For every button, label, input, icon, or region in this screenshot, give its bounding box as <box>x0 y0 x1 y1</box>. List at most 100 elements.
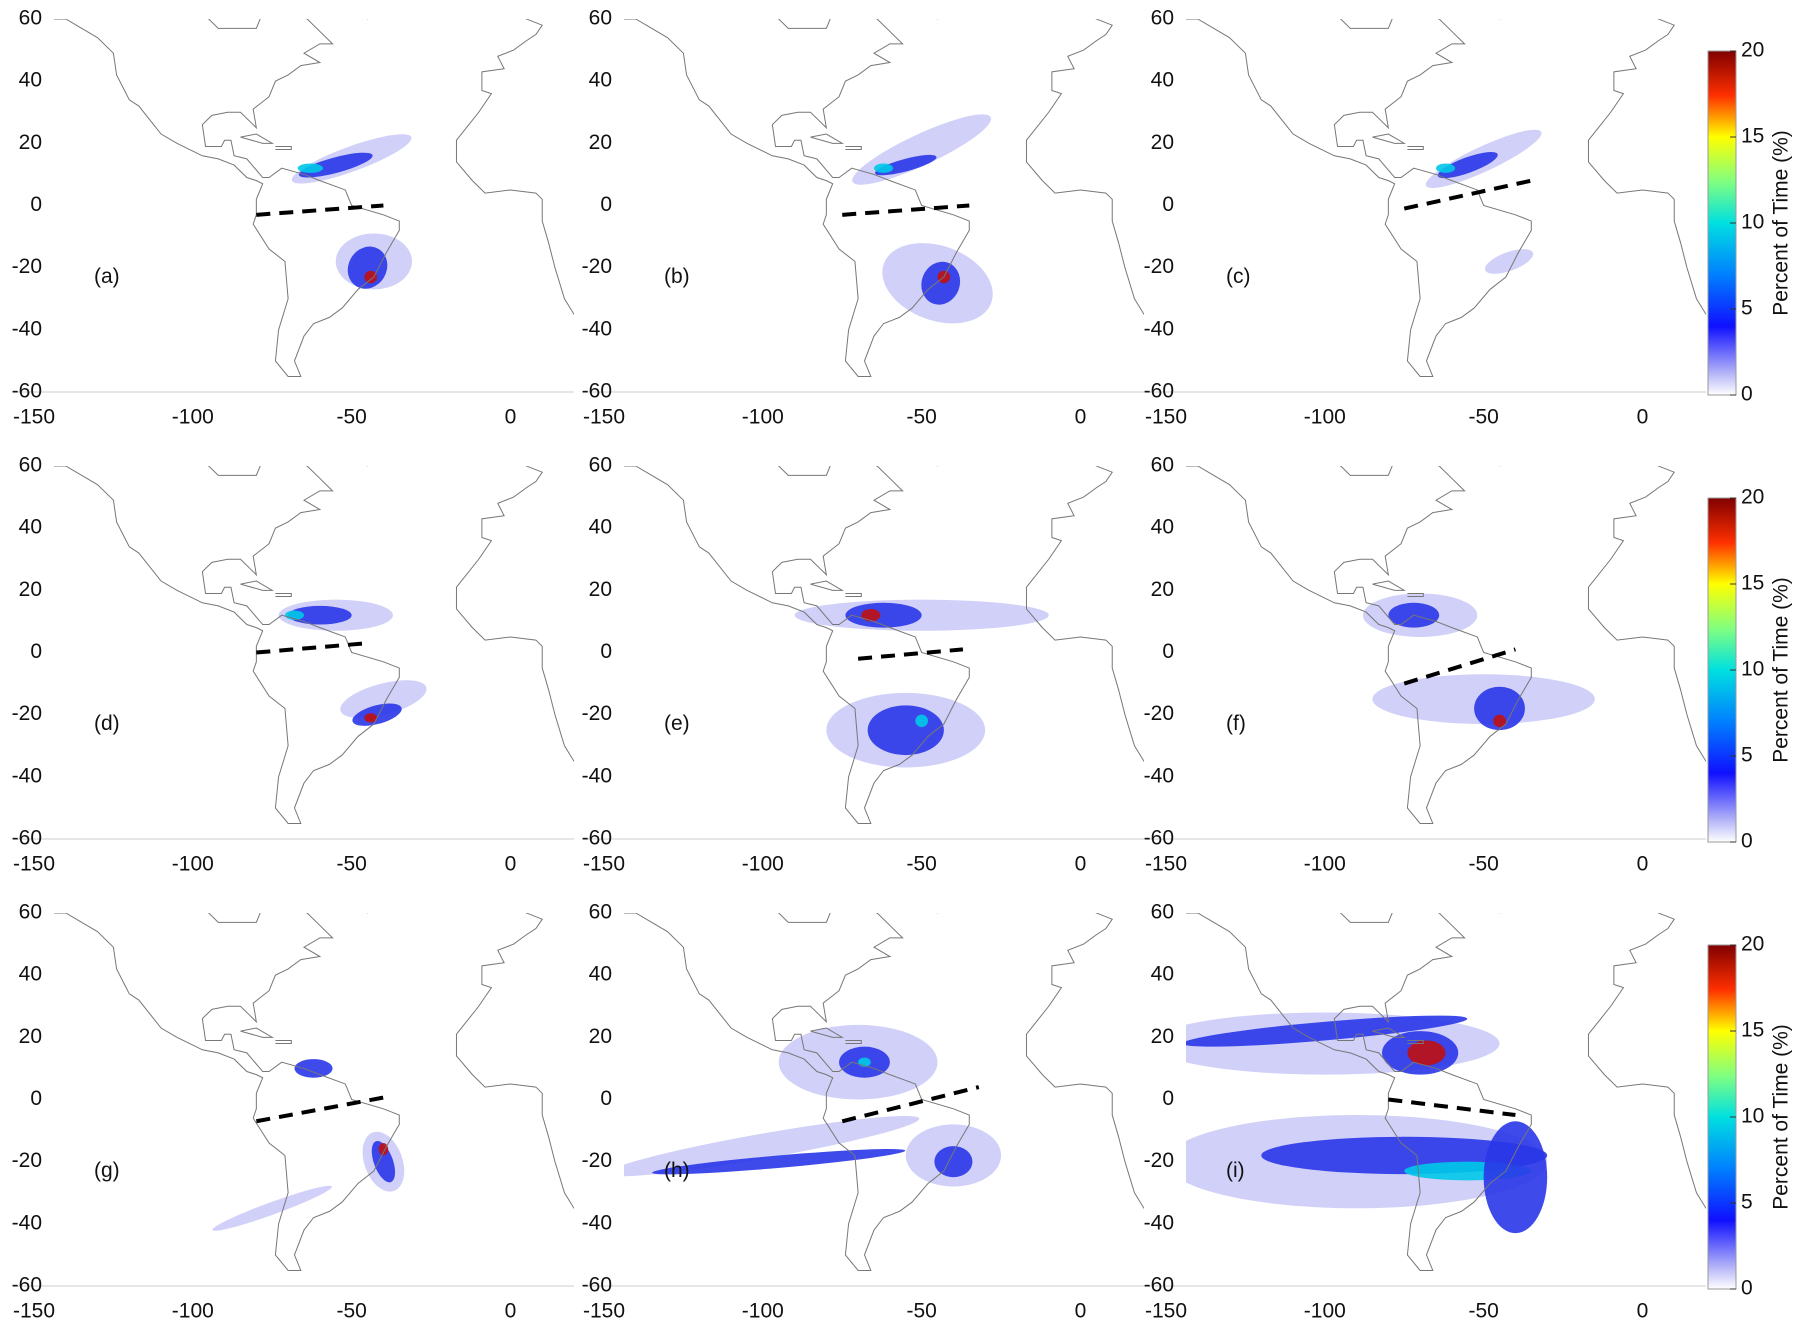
panel-label: (f) <box>1226 712 1246 735</box>
divider-line <box>857 647 964 661</box>
y-tick-label: -40 <box>1144 317 1174 340</box>
coastline <box>810 133 845 144</box>
y-tick-label: -20 <box>1144 255 1174 278</box>
y-tick-label: -20 <box>582 1149 612 1172</box>
y-tick-label: 40 <box>1151 963 1174 986</box>
x-tick-label: -150 <box>1145 406 1187 429</box>
x-tick-label: -100 <box>172 1300 214 1323</box>
map-panel: -60 -40 -20 0 20 40 60 -150 -100 -50 0 (i) 0 5 10 15 20 P… <box>1144 901 1793 1323</box>
map-panel: -60 -40 -20 0 20 40 60 -150 -100 -50 0 (a) <box>12 7 574 429</box>
plot-area <box>1186 913 1706 1271</box>
x-tick-label: -100 <box>1304 1300 1346 1323</box>
coastline <box>936 19 939 20</box>
heat-patch <box>852 114 992 185</box>
colorbar-tick-label: 20 <box>1741 933 1764 956</box>
plot-area <box>624 913 1144 1271</box>
y-tick-label: 40 <box>589 963 612 986</box>
coastline <box>1186 19 1532 377</box>
divider-line <box>256 203 384 217</box>
coastline <box>845 145 862 151</box>
heat-patch <box>624 1115 920 1177</box>
x-tick-label: -100 <box>742 406 784 429</box>
coastline <box>1372 133 1407 144</box>
y-tick-label: -40 <box>582 317 612 340</box>
heat-patch <box>364 713 378 723</box>
y-tick-label: 0 <box>1162 1087 1174 1110</box>
coastline <box>1587 466 1706 762</box>
y-tick-label: 60 <box>589 7 612 30</box>
colorbar-tick-label: 20 <box>1741 39 1764 62</box>
x-tick-label: 0 <box>1075 1300 1087 1323</box>
coastline <box>1587 913 1706 1209</box>
y-tick-label: 60 <box>589 454 612 477</box>
coastline <box>1186 913 1532 1271</box>
panel-label: (i) <box>1226 1159 1245 1182</box>
y-tick-label: 20 <box>1151 578 1174 601</box>
coastline <box>54 19 400 377</box>
x-tick-label: 0 <box>1637 406 1649 429</box>
x-tick-label: -50 <box>1468 1300 1498 1323</box>
y-tick-label: 20 <box>19 1025 42 1048</box>
plot-area <box>1186 19 1706 377</box>
y-tick-label: -20 <box>1144 1149 1174 1172</box>
x-tick-label: -150 <box>1145 853 1187 876</box>
y-tick-label: 60 <box>1151 901 1174 924</box>
y-tick-label: 60 <box>19 7 42 30</box>
y-tick-label: 60 <box>589 901 612 924</box>
y-tick-label: -60 <box>1144 380 1174 403</box>
heat-patch <box>867 705 944 756</box>
plot-area <box>1186 466 1706 824</box>
heat-patch <box>845 602 922 628</box>
coastline <box>1407 592 1424 598</box>
coastline <box>275 145 292 151</box>
coastline <box>1407 145 1424 151</box>
x-tick-label: 0 <box>1075 853 1087 876</box>
y-tick-label: -60 <box>1144 827 1174 850</box>
heat-patch <box>915 714 928 728</box>
heat-patch <box>294 1059 333 1078</box>
x-tick-label: 0 <box>505 853 517 876</box>
y-tick-label: -40 <box>1144 764 1174 787</box>
heat-patch <box>1407 1040 1446 1066</box>
x-tick-label: -50 <box>336 853 366 876</box>
y-tick-label: -20 <box>12 1149 42 1172</box>
plot-area <box>54 466 574 824</box>
y-tick-label: 20 <box>1151 131 1174 154</box>
y-tick-label: 40 <box>1151 516 1174 539</box>
coastline <box>1587 19 1706 315</box>
divider-line <box>1403 178 1532 211</box>
heat-patch <box>347 246 388 289</box>
colorbar-tick-label: 20 <box>1741 486 1764 509</box>
panel-label: (c) <box>1226 265 1251 288</box>
coastline <box>1372 580 1407 591</box>
heat-patch <box>934 1146 973 1178</box>
x-tick-label: 0 <box>1637 1300 1649 1323</box>
panel-label: (a) <box>94 265 120 288</box>
x-tick-label: -150 <box>13 406 55 429</box>
x-tick-label: -50 <box>1468 406 1498 429</box>
y-tick-label: 20 <box>589 131 612 154</box>
coastline <box>845 1039 862 1045</box>
x-tick-label: 0 <box>1075 406 1087 429</box>
y-tick-label: 60 <box>19 454 42 477</box>
colorbar-tick-label: 5 <box>1741 744 1753 767</box>
y-tick-label: 0 <box>30 193 42 216</box>
heat-patch <box>212 1185 332 1231</box>
x-tick-label: -150 <box>13 853 55 876</box>
divider-line <box>1403 647 1516 686</box>
colorbar-tick-label: 5 <box>1741 297 1753 320</box>
y-tick-label: 40 <box>589 516 612 539</box>
x-tick-label: -150 <box>13 1300 55 1323</box>
map-panel: -60 -40 -20 0 20 40 60 -150 -100 -50 0 (b) <box>582 7 1144 429</box>
coastline <box>54 913 400 1271</box>
coastline <box>366 19 369 20</box>
heat-patch <box>861 608 881 622</box>
map-panel: -60 -40 -20 0 20 40 60 -150 -100 -50 0 (e) <box>582 454 1144 876</box>
y-tick-label: -40 <box>12 764 42 787</box>
colorbar-tick-label: 0 <box>1741 383 1753 406</box>
x-tick-label: -100 <box>172 406 214 429</box>
coastline <box>455 913 574 1209</box>
divider-line <box>255 1094 391 1124</box>
coastline <box>275 1039 292 1045</box>
y-tick-label: -40 <box>1144 1211 1174 1234</box>
